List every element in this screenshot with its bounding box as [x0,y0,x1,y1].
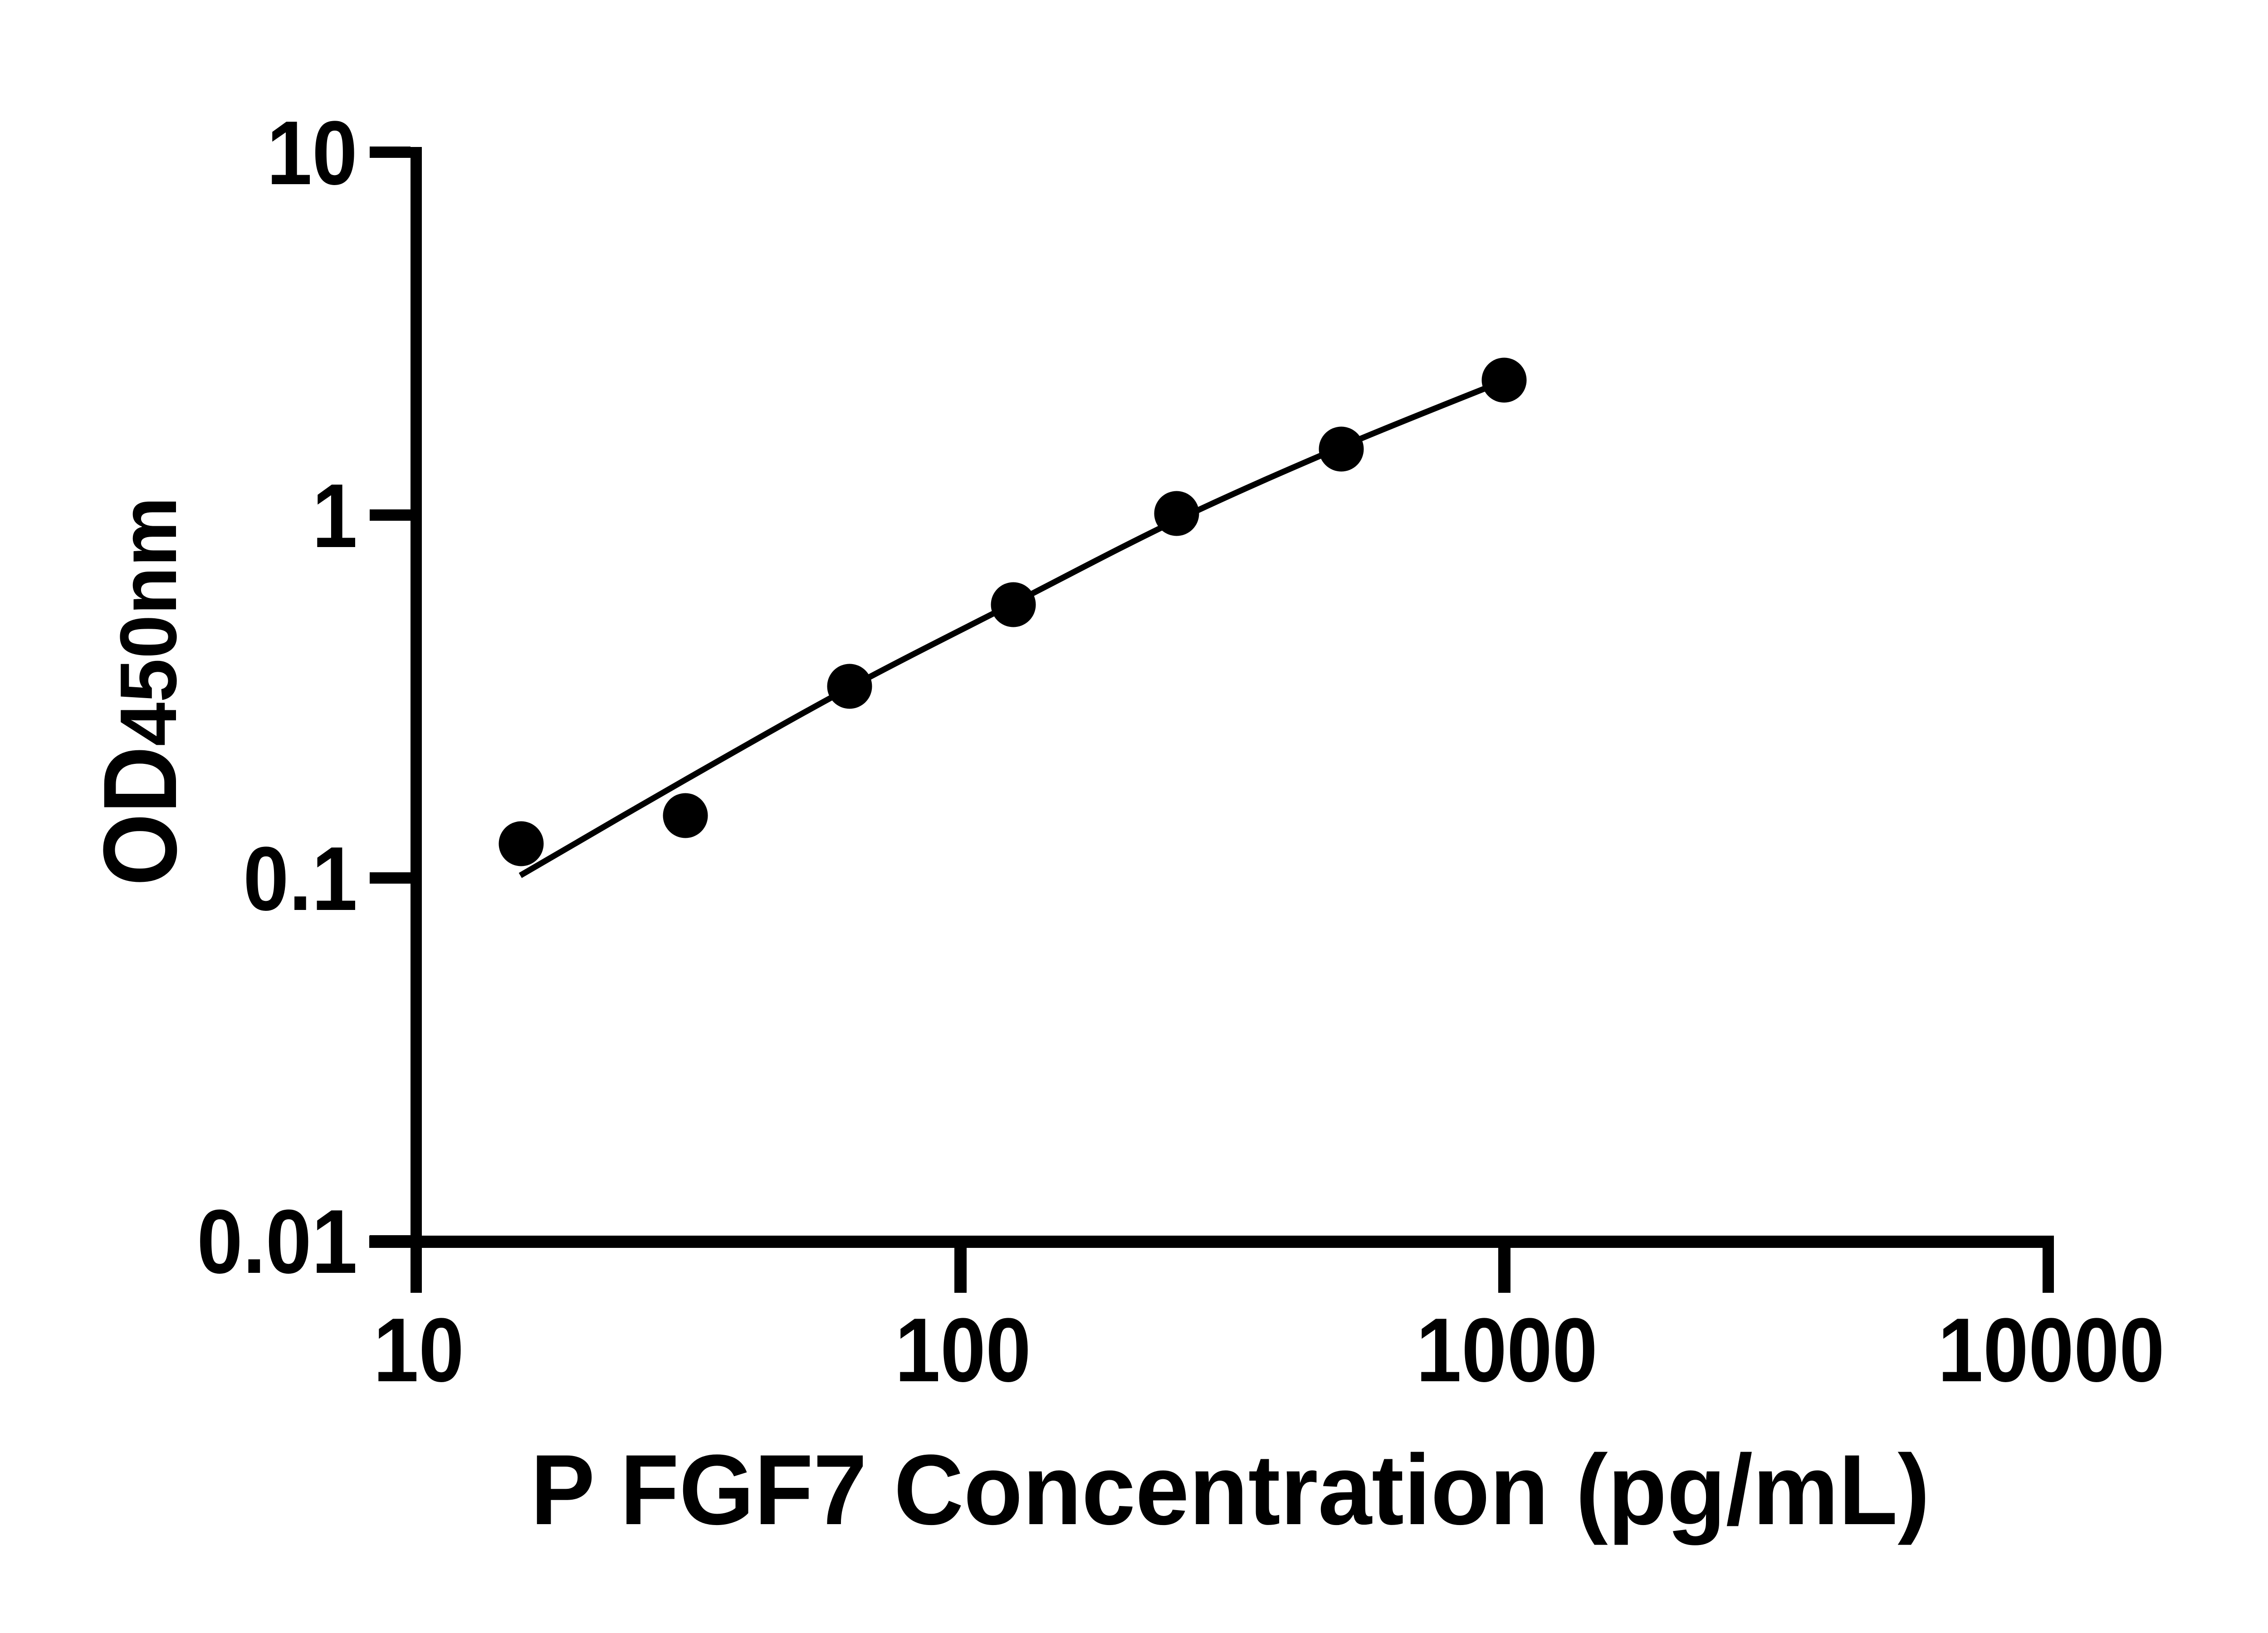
svg-text:10: 10 [267,103,357,204]
svg-text:OD450nm: OD450nm [82,497,198,886]
svg-text:100: 100 [895,1300,1031,1401]
svg-text:1000: 1000 [1416,1300,1598,1401]
svg-text:10000: 10000 [1938,1300,2165,1401]
svg-text:0.1: 0.1 [243,828,357,929]
svg-text:P FGF7 Concentration (pg/mL): P FGF7 Concentration (pg/mL) [531,1434,1930,1545]
svg-text:10: 10 [373,1300,464,1401]
svg-text:1: 1 [312,465,357,567]
svg-text:0.01: 0.01 [197,1191,357,1292]
